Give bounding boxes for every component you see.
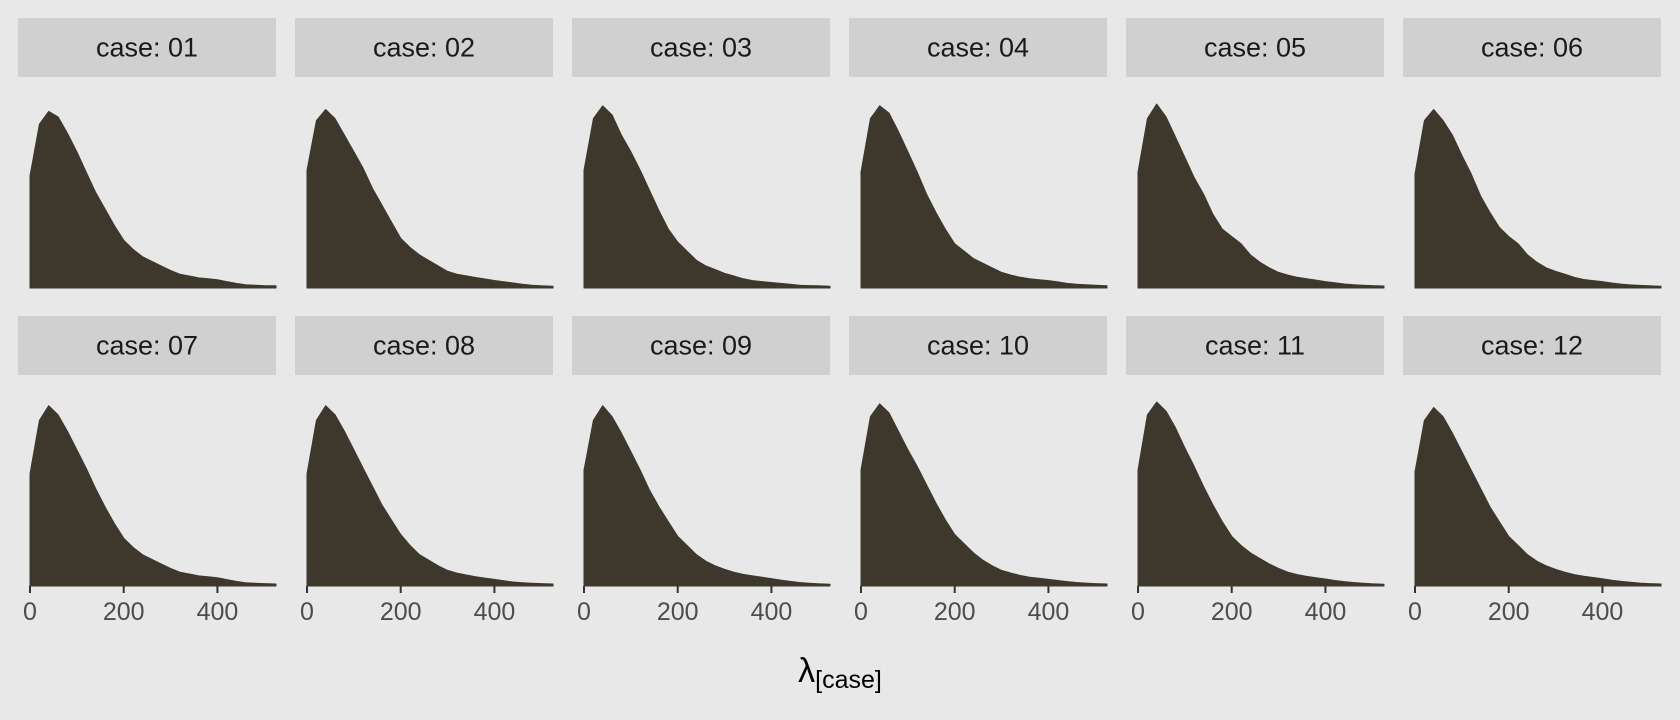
facet-strip bbox=[1403, 18, 1661, 77]
x-tick-label: 0 bbox=[23, 598, 37, 626]
x-tick-label: 400 bbox=[1028, 598, 1070, 626]
facet-panel: case: 05 bbox=[1126, 18, 1385, 289]
x-tick-label: 200 bbox=[103, 598, 145, 626]
x-tick-label: 400 bbox=[751, 598, 793, 626]
facet-panel: case: 11 0 200 400 bbox=[1126, 316, 1385, 626]
density-area bbox=[29, 110, 277, 289]
facet-strip-label: case: 03 bbox=[650, 33, 752, 63]
facet-strip bbox=[295, 18, 553, 77]
facet-strip-label: case: 08 bbox=[373, 331, 475, 361]
facet-panel: case: 03 bbox=[572, 18, 831, 289]
density-area bbox=[583, 105, 831, 289]
facet-panel: case: 10 0 200 400 bbox=[849, 316, 1108, 626]
x-tick-label: 400 bbox=[1582, 598, 1624, 626]
facet-panel: case: 07 0 200 400 bbox=[18, 316, 277, 626]
x-axis-title-group: λ[case] bbox=[798, 652, 882, 694]
facet-panel: case: 01 bbox=[18, 18, 277, 289]
facet-strip bbox=[849, 316, 1107, 375]
x-tick-label: 0 bbox=[854, 598, 868, 626]
facet-strip-label: case: 10 bbox=[927, 331, 1029, 361]
facet-strip bbox=[18, 18, 276, 77]
density-area bbox=[1414, 109, 1662, 289]
density-area bbox=[1137, 103, 1385, 289]
facet-panel: case: 12 0 200 400 bbox=[1403, 316, 1662, 626]
facet-strip-label: case: 12 bbox=[1481, 331, 1583, 361]
density-area bbox=[306, 109, 554, 289]
x-tick-label: 200 bbox=[657, 598, 699, 626]
facet-panel: case: 09 0 200 400 bbox=[572, 316, 831, 626]
facet-strip bbox=[572, 18, 830, 77]
x-tick-label: 200 bbox=[1211, 598, 1253, 626]
density-area bbox=[29, 405, 277, 587]
density-area bbox=[860, 403, 1108, 587]
facet-panel: case: 04 bbox=[849, 18, 1108, 289]
x-tick-label: 200 bbox=[934, 598, 976, 626]
x-tick-label: 0 bbox=[1408, 598, 1422, 626]
x-tick-label: 400 bbox=[474, 598, 516, 626]
facet-strip bbox=[1403, 316, 1661, 375]
facet-strip bbox=[849, 18, 1107, 77]
facet-panel: case: 08 0 200 400 bbox=[295, 316, 554, 626]
x-tick-label: 0 bbox=[1131, 598, 1145, 626]
facet-strip-label: case: 07 bbox=[96, 331, 198, 361]
facet-strip-label: case: 01 bbox=[96, 33, 198, 63]
x-tick-label: 0 bbox=[577, 598, 591, 626]
x-axis-title-subscript: [case] bbox=[815, 666, 882, 694]
x-tick-label: 400 bbox=[1305, 598, 1347, 626]
facet-strip-label: case: 09 bbox=[650, 331, 752, 361]
facet-strip bbox=[295, 316, 553, 375]
facet-panel: case: 06 bbox=[1403, 18, 1662, 289]
x-tick-label: 200 bbox=[380, 598, 422, 626]
facet-panel: case: 02 bbox=[295, 18, 554, 289]
x-tick-label: 200 bbox=[1488, 598, 1530, 626]
facet-strip bbox=[1126, 316, 1384, 375]
density-area bbox=[1137, 401, 1385, 587]
panels-layer: case: 01 case: 02 case: 03 case: 04 case: 05… bbox=[18, 18, 1662, 626]
x-tick-label: 400 bbox=[197, 598, 239, 626]
facet-strip-label: case: 04 bbox=[927, 33, 1029, 63]
density-area bbox=[583, 405, 831, 587]
density-area bbox=[1414, 407, 1662, 587]
x-axis-title-symbol: λ bbox=[798, 652, 815, 690]
facet-strip-label: case: 06 bbox=[1481, 33, 1583, 63]
facet-strip-label: case: 02 bbox=[373, 33, 475, 63]
x-tick-label: 0 bbox=[300, 598, 314, 626]
density-area bbox=[306, 405, 554, 587]
facet-strip-label: case: 11 bbox=[1205, 331, 1305, 361]
density-area bbox=[860, 105, 1108, 289]
facet-strip bbox=[18, 316, 276, 375]
facet-strip bbox=[572, 316, 830, 375]
x-axis-title: λ[case] bbox=[798, 652, 882, 694]
facet-strip-label: case: 05 bbox=[1204, 33, 1306, 63]
facet-strip bbox=[1126, 18, 1384, 77]
